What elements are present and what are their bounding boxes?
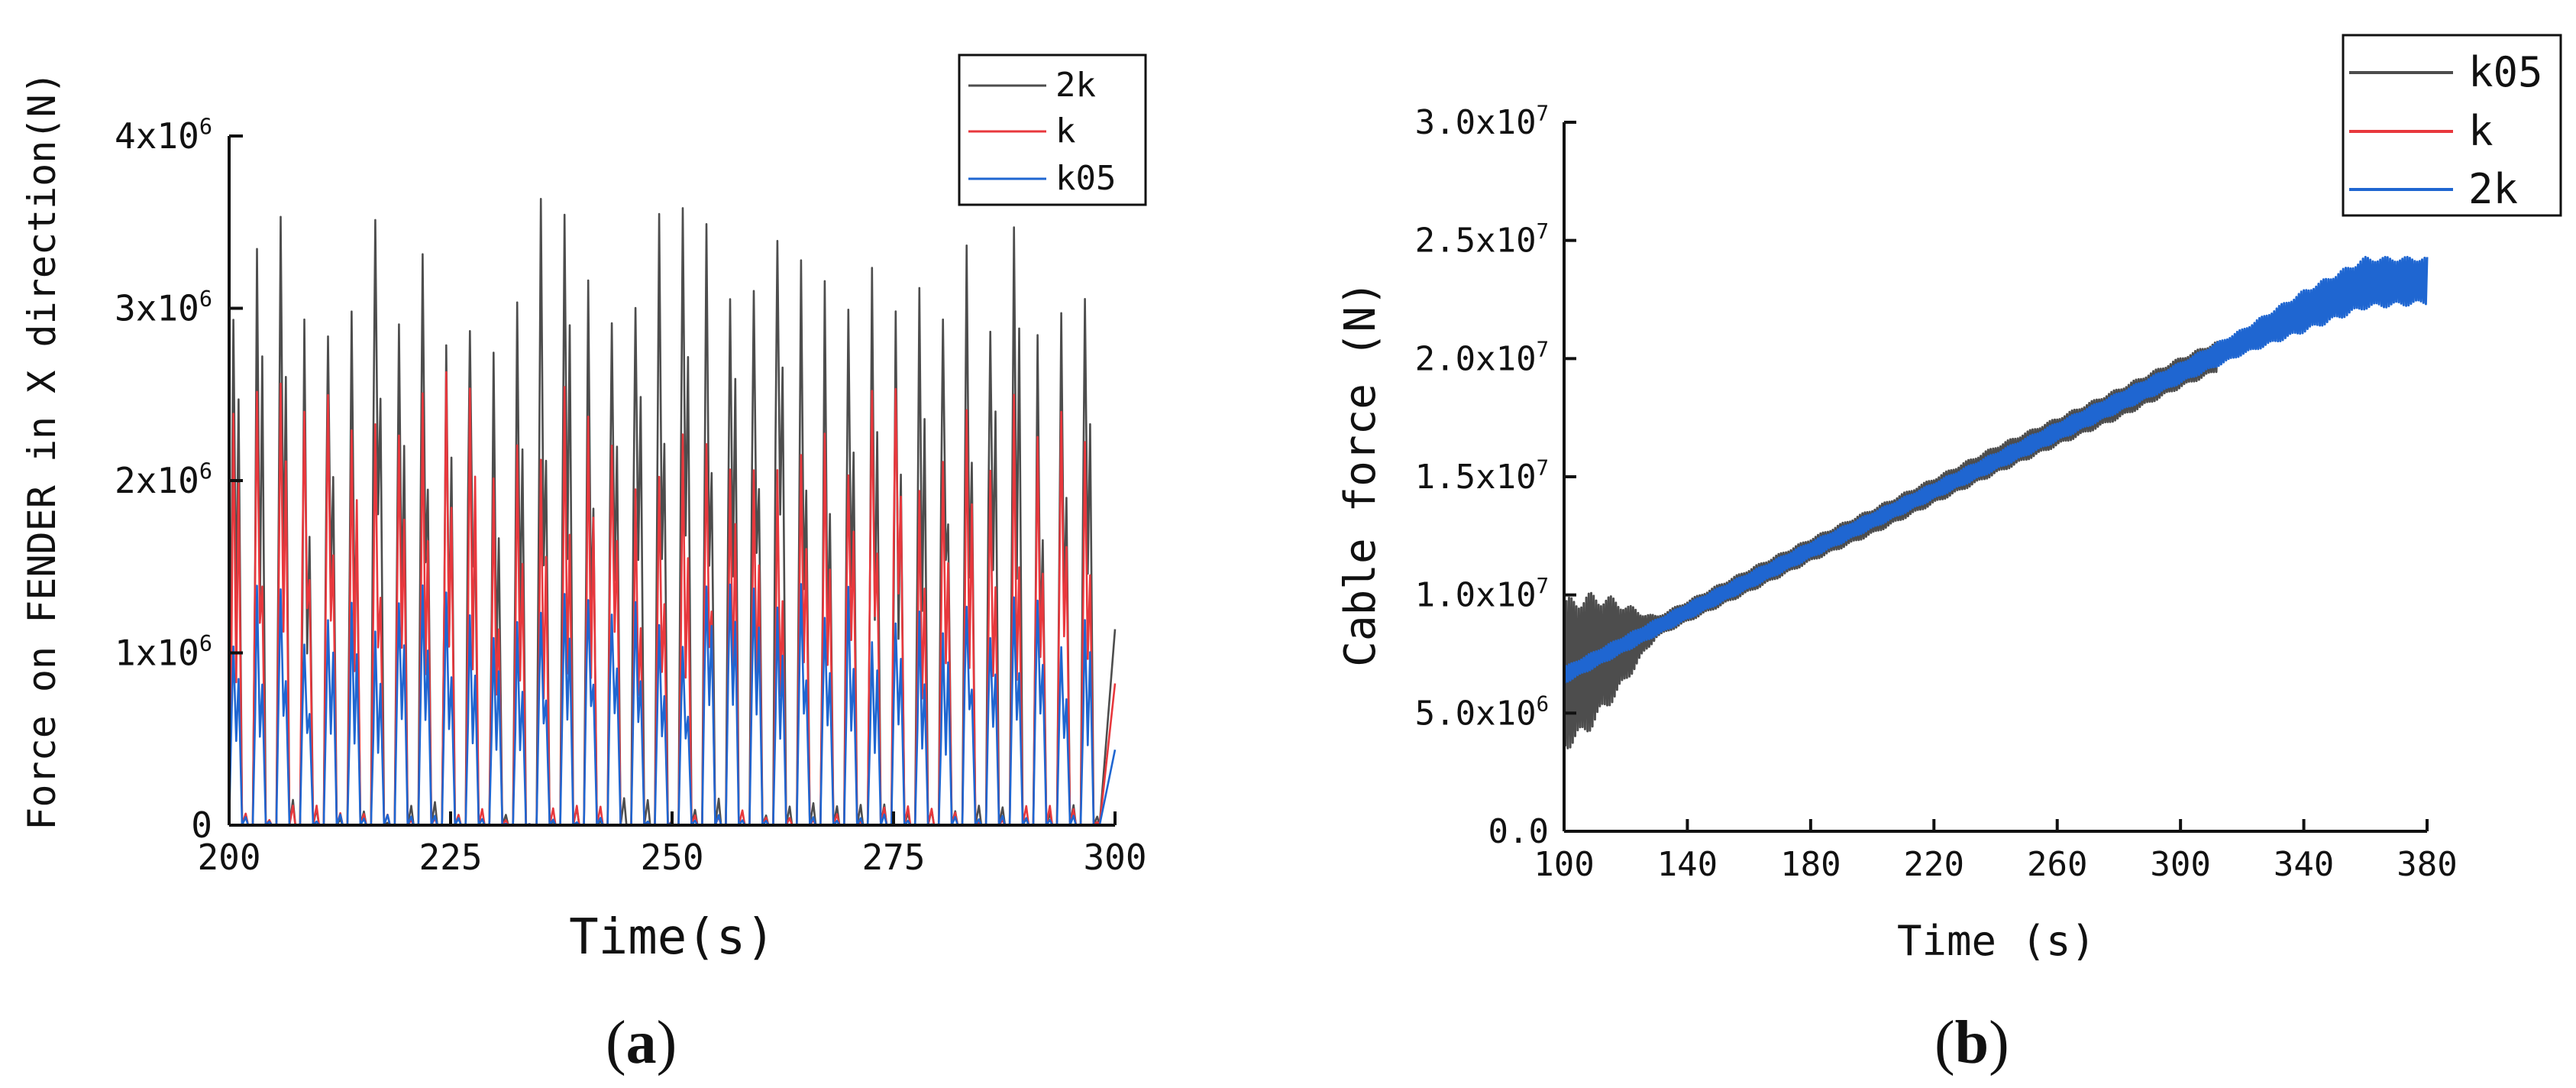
chart-a-x-tick-label: 225 (419, 837, 482, 878)
chart-a-legend-label-2k: 2k (1055, 66, 1096, 105)
chart-b-legend-label-k: k (2468, 107, 2494, 155)
chart-a-x-tick-label: 300 (1083, 837, 1146, 878)
chart-b-y-tick-label-exponent: 7 (1537, 575, 1549, 598)
chart-b-y-tick-label-exponent: 7 (1537, 338, 1549, 362)
chart-b-y-tick-label: 3.0x107 (1415, 102, 1549, 142)
chart-b-y-tick-label: 0.0 (1488, 812, 1549, 851)
chart-b-series (1563, 255, 2429, 750)
chart-a-y-tick-label-exponent: 6 (199, 459, 212, 484)
chart-b-y-tick-label: 5.0x106 (1415, 693, 1549, 733)
chart-b-y-tick-label-exponent: 6 (1537, 693, 1549, 717)
chart-a-x-axis-label: Time(s) (569, 909, 775, 966)
chart-b-x-ticks: 100 140 180 220 260 300 340 380 (1534, 819, 2458, 884)
chart-b-legend-label-k05: k05 (2468, 48, 2543, 96)
chart-b-x-tick-label: 300 (2150, 845, 2210, 884)
chart-b-y-tick-label: 1.5x107 (1415, 456, 1549, 497)
panel-label-a-letter: a (625, 1009, 657, 1077)
panel-label-b: (b) (1934, 1009, 2009, 1078)
chart-a-y-tick-label: 4x106 (115, 115, 212, 157)
chart-b-legend-label-2k: 2k (2468, 165, 2518, 213)
chart-a-y-tick-label-exponent: 6 (199, 631, 212, 656)
chart-b-y-tick-label-exponent: 7 (1537, 456, 1549, 480)
chart-b-legend: k05 k 2k (2342, 34, 2562, 217)
panel-label-b-open: ( (1934, 1009, 1955, 1077)
chart-b-y-tick-label: 1.0x107 (1415, 575, 1549, 615)
chart-b-x-axis-label: Time (s) (1897, 917, 2096, 965)
chart-a-y-tick-label: 3x106 (115, 287, 212, 329)
chart-b-series-2k (1563, 255, 2429, 684)
chart-a-y-tick-label: 2x106 (115, 459, 212, 501)
chart-a-series (228, 198, 1117, 827)
chart-b-x-tick-label: 380 (2397, 845, 2457, 884)
chart-b-x-tick-label: 220 (1904, 845, 1964, 884)
chart-b-y-tick-label-exponent: 7 (1537, 102, 1549, 125)
chart-b-y-ticks: 0.0 5.0x106 1.0x107 1.5x107 2.0x107 2.5x107 3.… (1415, 102, 1576, 851)
chart-a-x-tick-label: 275 (861, 837, 925, 878)
chart-a-x-tick-label: 200 (197, 837, 260, 878)
chart-a-y-ticks: 0 1x106 2x106 3x106 4x106 (115, 115, 243, 846)
chart-a-legend: 2k k k05 (958, 53, 1147, 206)
chart-a-series-k05 (228, 583, 1117, 827)
chart-a-x-ticks: 200 225 250 275 300 (197, 811, 1147, 878)
chart-b-x-tick-label: 180 (1780, 845, 1841, 884)
chart-b-x-tick-label: 140 (1657, 845, 1718, 884)
chart-a-y-tick-label-exponent: 6 (199, 287, 212, 312)
panel-label-b-letter: b (1954, 1009, 1989, 1077)
chart-a: 0 1x106 2x106 3x106 4x106 200 225 250 275 300 Ti… (20, 53, 1147, 966)
chart-b-x-tick-label: 340 (2274, 845, 2334, 884)
panel-label-a-close: ) (656, 1009, 677, 1077)
chart-b-x-tick-label: 100 (1534, 845, 1594, 884)
chart-a-series-2k (228, 198, 1117, 827)
chart-a-legend-label-k: k (1055, 112, 1076, 151)
chart-b-y-tick-label: 2.0x107 (1415, 338, 1549, 379)
chart-b-y-tick-label-exponent: 7 (1537, 220, 1549, 244)
chart-a-x-tick-label: 250 (640, 837, 703, 878)
chart-b-legend-box (2342, 34, 2562, 217)
chart-a-legend-box (958, 53, 1147, 206)
chart-a-series-k (228, 371, 1117, 827)
chart-a-y-tick-label-exponent: 6 (199, 115, 212, 140)
panel-label-a-open: ( (606, 1009, 626, 1077)
chart-a-legend-label-k05: k05 (1055, 159, 1116, 198)
chart-a-axes (228, 136, 1115, 827)
panel-label-b-close: ) (1989, 1009, 2009, 1077)
chart-b-x-tick-label: 260 (2027, 845, 2087, 884)
chart-b-axes (1563, 122, 2427, 833)
chart-b-y-tick-label: 2.5x107 (1415, 220, 1549, 261)
chart-a-y-tick-label: 1x106 (115, 631, 212, 673)
chart-a-y-axis-label: Force on FENDER in X direction(N) (20, 71, 64, 830)
chart-b: 0.0 5.0x106 1.0x107 1.5x107 2.0x107 2.5x107 3.… (1336, 34, 2562, 965)
chart-a-y-tick-label: 0 (191, 805, 212, 846)
panel-label-a: (a) (606, 1009, 677, 1078)
chart-b-y-axis-label: Cable force (N) (1336, 280, 1385, 667)
